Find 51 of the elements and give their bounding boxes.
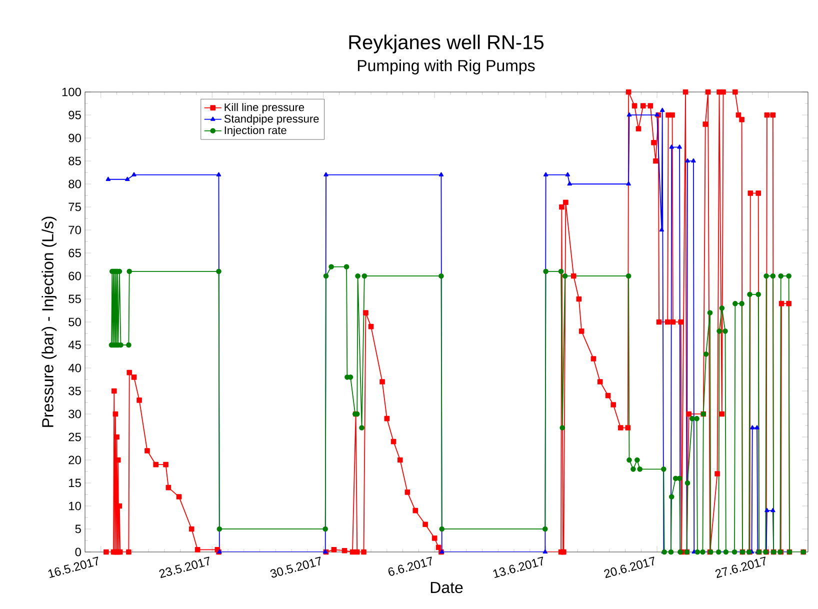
x-tick-label: 6.6.2017 xyxy=(388,556,432,576)
chart-subtitle: Pumping with Rig Pumps xyxy=(358,60,535,74)
y-tick-label: 95 xyxy=(68,110,81,120)
point xyxy=(754,425,760,430)
x-axis-title: Date xyxy=(430,582,463,594)
point xyxy=(567,181,572,186)
y-tick-label: 100 xyxy=(62,88,82,96)
point xyxy=(669,144,674,149)
y-tick-label: 60 xyxy=(68,272,82,280)
y-tick-label: 0 xyxy=(75,548,82,556)
y-axis-title: Pressure (bar) - Injection (L/s) xyxy=(42,216,57,427)
y-tick-label: 80 xyxy=(68,180,82,188)
point xyxy=(691,158,696,163)
y-tick-label: 25 xyxy=(68,432,81,442)
y-tick-label: 90 xyxy=(68,134,82,142)
point xyxy=(106,176,111,181)
y-tick-label: 30 xyxy=(68,410,82,418)
y-tick-label: 40 xyxy=(68,364,82,372)
point xyxy=(565,172,570,176)
point xyxy=(543,172,548,176)
point xyxy=(438,172,444,176)
point xyxy=(132,172,136,176)
point xyxy=(324,172,328,176)
point xyxy=(764,508,770,512)
y-tick-label: 45 xyxy=(68,340,81,350)
point xyxy=(542,549,548,554)
point xyxy=(685,158,690,163)
y-tick-label: 85 xyxy=(68,156,81,166)
chart-title: Reykjanes well RN-15 xyxy=(349,34,544,54)
legend-label: Kill line pressure xyxy=(224,103,304,114)
y-tick-label: 5 xyxy=(75,524,81,534)
point xyxy=(677,144,682,149)
point xyxy=(770,508,776,512)
y-tick-label: 20 xyxy=(68,456,82,464)
y-tick-label: 65 xyxy=(68,248,81,258)
y-tick-label: 15 xyxy=(69,478,81,488)
y-tick-label: 35 xyxy=(68,386,81,396)
point xyxy=(750,425,755,430)
y-tick-label: 55 xyxy=(68,294,81,304)
point xyxy=(216,172,222,176)
legend-label: Injection rate xyxy=(224,126,286,136)
point xyxy=(626,112,632,117)
point xyxy=(125,176,130,181)
point xyxy=(660,108,665,112)
legend-label: Standpipe pressure xyxy=(224,114,319,125)
y-tick-label: 50 xyxy=(68,318,82,326)
point xyxy=(626,181,631,186)
y-tick-label: 10 xyxy=(69,502,82,510)
y-tick-label: 75 xyxy=(68,202,81,212)
point xyxy=(659,227,664,232)
y-tick-label: 70 xyxy=(68,226,82,234)
